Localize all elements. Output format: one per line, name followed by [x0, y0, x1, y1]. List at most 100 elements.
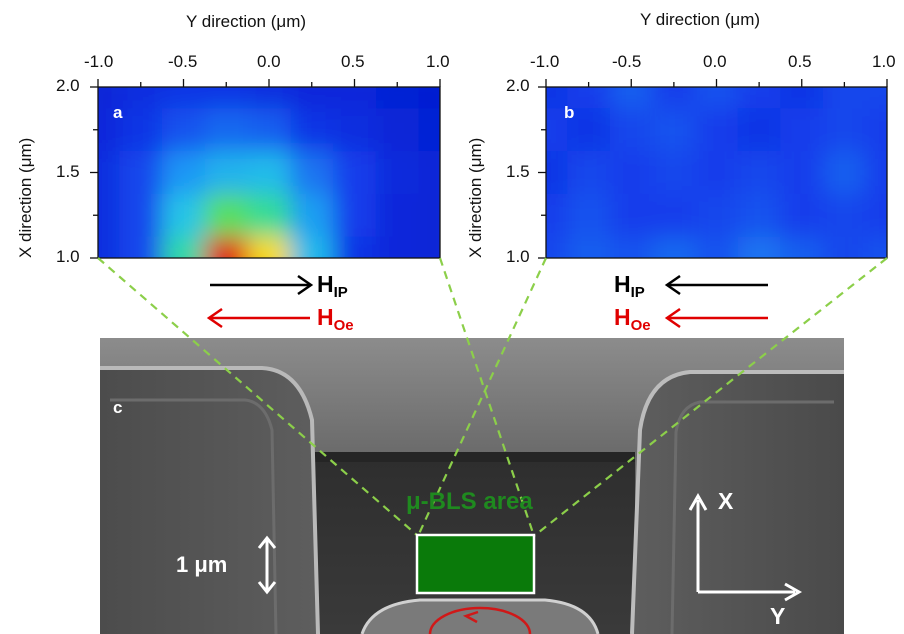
heatmap-b-cell	[737, 108, 782, 153]
heatmap-b-cell	[652, 87, 697, 110]
bls-area-label: μ-BLS area	[406, 488, 533, 515]
projection-line-a-left	[97, 257, 419, 537]
heatmap-a-cell	[290, 87, 335, 110]
heatmap-b-cell	[546, 108, 569, 153]
panel-a-y-tick: 1.0	[56, 247, 80, 266]
hip-arrow-b	[664, 274, 768, 296]
heatmap-b-cell	[546, 193, 569, 238]
heatmap-b-cell	[780, 151, 825, 195]
heatmap-a-cell	[204, 151, 249, 195]
heatmap-a-cell	[418, 151, 440, 195]
heatmap-a-cell	[162, 236, 206, 258]
heatmap-b-cell	[823, 236, 867, 258]
heatmap-a-cell	[119, 108, 164, 153]
panel-a-x-tick: 0.0	[257, 52, 281, 71]
heatmap-a-cell	[119, 193, 164, 238]
panel-b-label: b	[564, 103, 575, 122]
heatmap-b-cell	[823, 108, 867, 153]
heatmap-a-cell	[418, 108, 440, 153]
heatmap-a-cell	[98, 151, 121, 195]
heatmap-b-cell	[652, 108, 697, 153]
heatmap-b-cell	[546, 87, 569, 110]
heatmap-a-cell	[333, 151, 377, 195]
heatmap-a-cell	[247, 151, 292, 195]
heatmap-a-cell	[247, 87, 292, 110]
heatmap-b-cell	[737, 151, 782, 195]
heatmap-a-cell	[418, 193, 440, 238]
heatmap-b-cell	[695, 87, 739, 110]
heatmap-a-cell	[119, 236, 164, 258]
heatmap-a-cell	[204, 87, 249, 110]
panel-b-x-title: Y direction (μm)	[640, 10, 761, 29]
heatmap-a-cell	[98, 87, 121, 110]
bls-area-rect	[415, 533, 536, 595]
heatmap-b-cell	[865, 87, 887, 110]
heatmap-b-cell	[780, 193, 825, 238]
heatmap-a-cell	[290, 151, 335, 195]
heatmap-b-cell	[780, 87, 825, 110]
panel-b-x-tick: -0.5	[612, 52, 642, 71]
heatmap-a-cell	[247, 236, 292, 258]
heatmap-a-cell	[375, 236, 420, 258]
hip-label-b-sub: IP	[630, 284, 645, 301]
heatmap-b-cell	[737, 87, 782, 110]
hoe-arrow-a	[206, 307, 310, 329]
heatmap-b-cell	[695, 151, 739, 195]
heatmap-a-cell	[162, 87, 206, 110]
heatmap-b-cell	[567, 236, 611, 258]
heatmap-b-cell	[865, 193, 887, 238]
projection-line-a-right	[438, 257, 536, 537]
projection-line-b-right	[533, 257, 888, 537]
panel-a-y-tick: 2.0	[56, 76, 80, 95]
axis-y-label: Y	[770, 603, 786, 629]
heatmap-a-cell	[418, 87, 440, 110]
hoe-label-a-sub: Oe	[333, 317, 354, 334]
panel-a-x-tick: -0.5	[168, 52, 198, 71]
heatmap-a-cell	[204, 108, 249, 153]
panel-a-x-tick: -1.0	[84, 52, 114, 71]
heatmap-a-cell	[98, 193, 121, 238]
heatmap-b-cell	[567, 87, 611, 110]
panel-c-label: c	[113, 398, 123, 417]
heatmap-a-cell	[98, 108, 121, 153]
heatmap-a-cell	[333, 236, 377, 258]
heatmap-b-cell	[780, 108, 825, 153]
hip-label-a-main: H	[317, 271, 334, 297]
heatmap-b-cell	[865, 108, 887, 153]
hoe-label-a: HOe	[317, 304, 354, 334]
heatmap-b-cell	[652, 151, 697, 195]
heatmap-b-cell	[567, 193, 611, 238]
panel-b-y-tick: 1.0	[506, 247, 530, 266]
heatmap-a-cell	[418, 236, 440, 258]
heatmap-a-cell	[333, 108, 377, 153]
panel-b-y-tick: 2.0	[506, 76, 530, 95]
heatmap-b-cell	[695, 236, 739, 258]
heatmap-b-cell	[609, 193, 654, 238]
hip-label-a: HIP	[317, 271, 348, 301]
heatmap-a-cell	[98, 236, 121, 258]
heatmap-b-cell	[546, 236, 569, 258]
heatmap-b-cell	[695, 108, 739, 153]
heatmap-a-cell	[375, 193, 420, 238]
heatmap-b-cell	[865, 151, 887, 195]
heatmap-b-axis-ticks	[538, 79, 888, 259]
heatmap-a-cell	[290, 193, 335, 238]
heatmap-a-cell	[375, 151, 420, 195]
heatmap-a-cell	[375, 87, 420, 110]
heatmap-a-cell	[290, 236, 335, 258]
heatmap-b-cell	[737, 236, 782, 258]
hoe-label-b: HOe	[614, 304, 651, 334]
panel-a-x-tick: 0.5	[341, 52, 365, 71]
heatmap-a-cell	[119, 151, 164, 195]
hoe-label-a-main: H	[317, 304, 334, 330]
heatmap-a-cell	[247, 193, 292, 238]
projection-lines	[97, 257, 888, 537]
axis-x-label: X	[718, 488, 734, 514]
heatmap-a-cell	[162, 151, 206, 195]
scale-bar	[257, 535, 277, 595]
heatmap-b-cell	[780, 236, 825, 258]
panel-b-x-tick: 0.0	[703, 52, 727, 71]
heatmap-b-cell	[652, 236, 697, 258]
panel-a-label: a	[113, 103, 123, 122]
